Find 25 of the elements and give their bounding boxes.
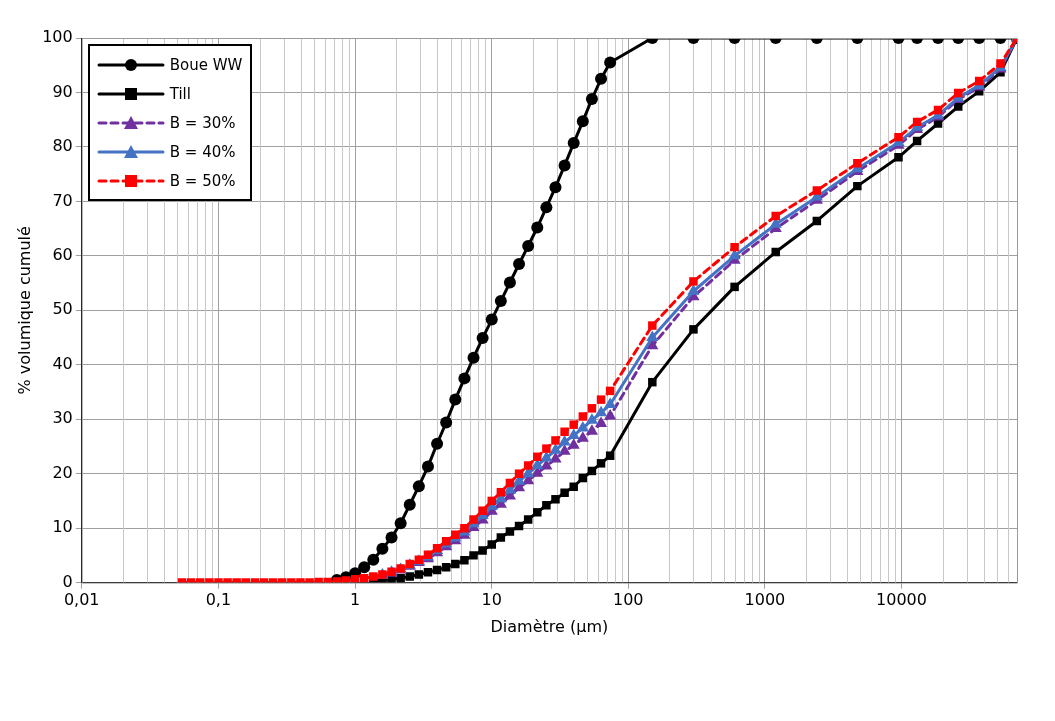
- legend-label: Till: [169, 84, 191, 103]
- y-tick-label: 80: [52, 136, 73, 156]
- legend-label: B = 40%: [169, 142, 236, 161]
- y-axis-title: % volumique cumulé: [14, 226, 34, 395]
- x-tick-label: 100: [612, 590, 644, 610]
- x-tick-label: 0,1: [205, 590, 232, 610]
- y-tick-label: 100: [42, 27, 73, 47]
- y-tick-label: 60: [52, 245, 73, 264]
- x-tick-label: 1: [349, 590, 361, 610]
- legend-label: B = 50%: [169, 171, 236, 190]
- y-tick-label: 30: [52, 408, 73, 428]
- x-tick-label: 0,01: [63, 590, 100, 610]
- x-tick-label: 10: [481, 590, 502, 610]
- y-tick-label: 20: [52, 462, 73, 482]
- legend-label: B = 30%: [169, 113, 236, 132]
- y-tick-label: 90: [52, 81, 73, 101]
- y-tick-label: 70: [52, 190, 73, 210]
- x-tick-label: 1000: [744, 590, 786, 610]
- x-axis-title: Diamètre (µm): [490, 616, 609, 636]
- x-tick-label: 10000: [876, 590, 927, 610]
- y-tick-label: 10: [52, 517, 73, 537]
- y-tick-label: 40: [52, 353, 73, 373]
- legend-label: Boue WW: [169, 55, 243, 74]
- y-tick-label: 0: [62, 571, 73, 591]
- y-tick-label: 50: [52, 299, 73, 319]
